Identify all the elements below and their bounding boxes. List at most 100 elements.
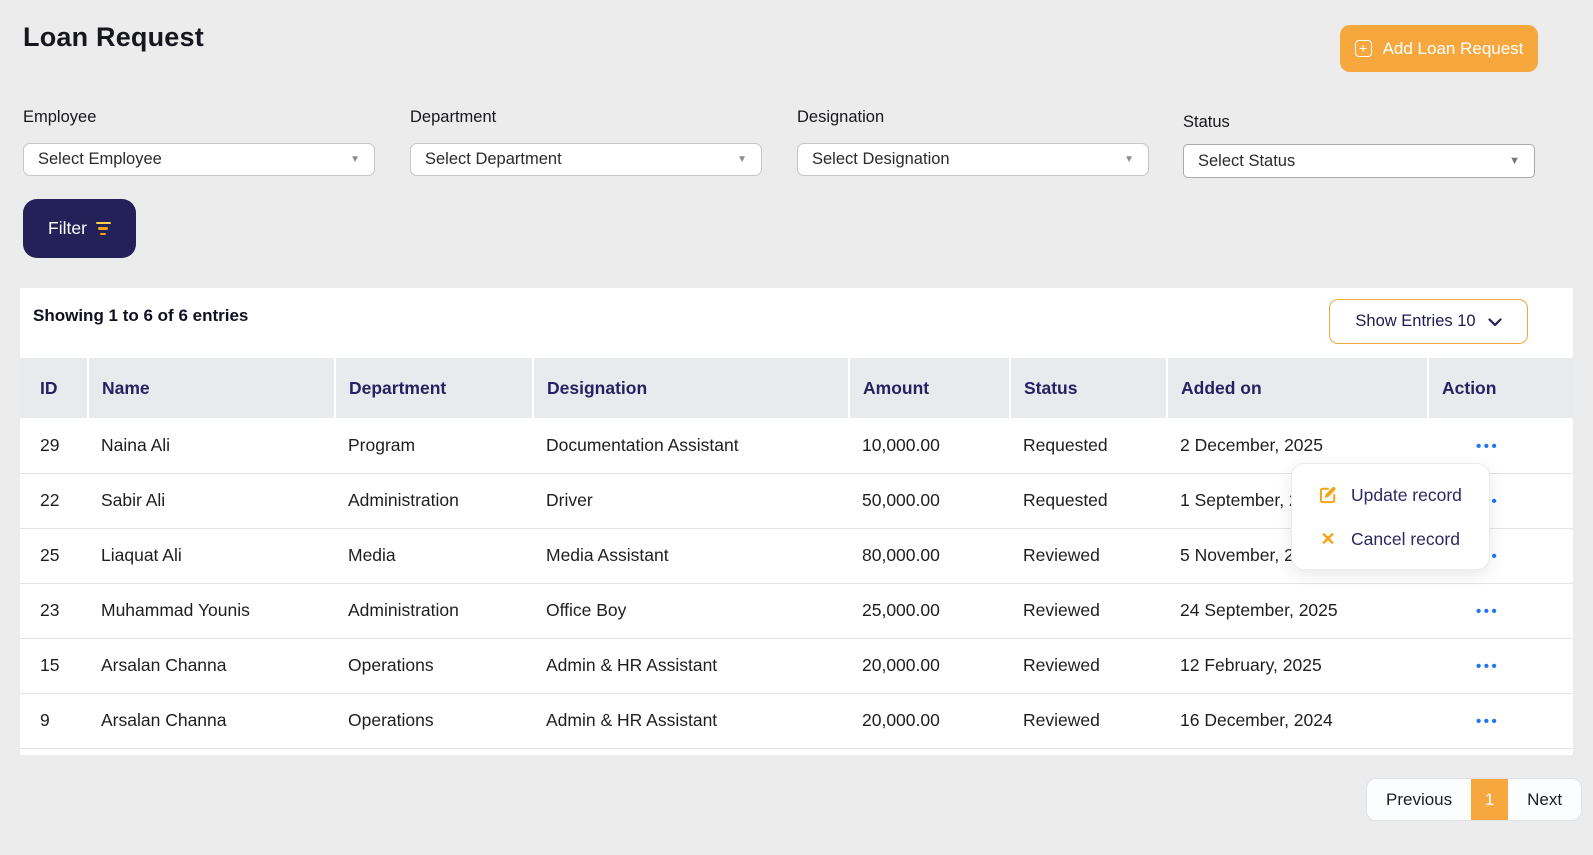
filter-funnel-icon: [95, 221, 111, 236]
pagination-previous-button[interactable]: Previous: [1367, 779, 1471, 820]
pagination: Previous 1 Next: [1366, 778, 1583, 821]
cell-department: Administration: [335, 473, 533, 529]
table-row: 23 Muhammad Younis Administration Office…: [20, 583, 1573, 639]
cell-department: Operations: [335, 638, 533, 694]
menu-item-update-record[interactable]: Update record: [1292, 473, 1489, 517]
cell-amount: 10,000.00: [849, 418, 1010, 474]
employee-label: Employee: [23, 108, 97, 126]
employee-select-value: Select Employee: [38, 150, 162, 168]
cell-department: Media: [335, 528, 533, 584]
cell-amount: 20,000.00: [849, 693, 1010, 749]
cell-added-on: 16 December, 2024: [1167, 693, 1428, 749]
cell-action: •••: [1428, 693, 1573, 749]
cell-status: Reviewed: [1010, 693, 1167, 749]
cell-department: Administration: [335, 583, 533, 639]
filter-button[interactable]: Filter: [23, 199, 136, 258]
add-loan-request-button[interactable]: + Add Loan Request: [1340, 25, 1538, 72]
cell-amount: 50,000.00: [849, 473, 1010, 529]
cell-id: 15: [20, 638, 88, 694]
cell-status: Reviewed: [1010, 638, 1167, 694]
cell-name: Arsalan Channa: [88, 638, 335, 694]
filter-group-department: Department Select Department ▼: [410, 108, 762, 176]
column-header-name: Name: [88, 358, 336, 418]
plus-square-icon: +: [1354, 40, 1372, 57]
cell-department: Program: [335, 418, 533, 474]
menu-item-label: Update record: [1351, 484, 1462, 505]
column-header-action: Action: [1428, 358, 1573, 418]
cell-id: 29: [20, 418, 88, 474]
cell-status: Requested: [1010, 418, 1167, 474]
cell-action: •••: [1428, 638, 1573, 694]
caret-down-icon: ▼: [737, 154, 747, 165]
entries-summary: Showing 1 to 6 of 6 entries: [33, 306, 249, 325]
cell-status: Reviewed: [1010, 583, 1167, 639]
x-icon: ✕: [1320, 529, 1336, 549]
department-select[interactable]: Select Department ▼: [410, 143, 762, 176]
chevron-down-icon: [1487, 318, 1502, 327]
pagination-page-1[interactable]: 1: [1471, 779, 1509, 820]
page-title: Loan Request: [23, 22, 204, 52]
column-header-added-on: Added on: [1167, 358, 1429, 418]
cell-id: 9: [20, 693, 88, 749]
designation-select[interactable]: Select Designation ▼: [797, 143, 1149, 176]
add-loan-request-label: Add Loan Request: [1382, 38, 1524, 58]
cell-amount: 20,000.00: [849, 638, 1010, 694]
row-actions-context-menu: Update record ✕ Cancel record: [1291, 463, 1490, 570]
cell-name: Muhammad Younis: [88, 583, 335, 639]
cell-id: 22: [20, 473, 88, 529]
cell-name: Naina Ali: [88, 418, 335, 474]
table-row: 15 Arsalan Channa Operations Admin & HR …: [20, 638, 1573, 694]
cell-department: Operations: [335, 693, 533, 749]
cell-designation: Documentation Assistant: [533, 418, 849, 474]
column-header-status: Status: [1010, 358, 1168, 418]
filter-group-employee: Employee Select Employee ▼: [23, 108, 375, 176]
column-header-id: ID: [20, 358, 89, 418]
edit-icon: [1318, 485, 1338, 505]
designation-select-value: Select Designation: [812, 150, 950, 168]
cell-id: 23: [20, 583, 88, 639]
cell-status: Reviewed: [1010, 528, 1167, 584]
show-entries-dropdown[interactable]: Show Entries 10: [1329, 299, 1528, 344]
row-actions-button[interactable]: •••: [1476, 437, 1500, 455]
menu-item-cancel-record[interactable]: ✕ Cancel record: [1292, 517, 1489, 561]
row-actions-button[interactable]: •••: [1476, 713, 1500, 730]
filter-group-designation: Designation Select Designation ▼: [797, 108, 1149, 176]
cell-designation: Admin & HR Assistant: [533, 638, 849, 694]
cell-id: 25: [20, 528, 88, 584]
employee-select[interactable]: Select Employee ▼: [23, 143, 375, 176]
row-actions-button[interactable]: •••: [1476, 603, 1500, 620]
cell-designation: Office Boy: [533, 583, 849, 639]
column-header-amount: Amount: [849, 358, 1011, 418]
department-select-value: Select Department: [425, 150, 562, 168]
status-label: Status: [1183, 113, 1230, 131]
cell-added-on: 12 February, 2025: [1167, 638, 1428, 694]
column-header-department: Department: [335, 358, 534, 418]
column-header-designation: Designation: [533, 358, 850, 418]
status-select[interactable]: Select Status ▼: [1183, 144, 1535, 178]
caret-down-icon: ▼: [1509, 155, 1520, 167]
cell-designation: Admin & HR Assistant: [533, 693, 849, 749]
filter-button-label: Filter: [48, 218, 87, 238]
show-entries-label: Show Entries 10: [1355, 312, 1476, 330]
cell-action: •••: [1428, 583, 1573, 639]
cell-status: Requested: [1010, 473, 1167, 529]
table-row: 9 Arsalan Channa Operations Admin & HR A…: [20, 693, 1573, 749]
pagination-next-button[interactable]: Next: [1508, 779, 1581, 820]
designation-label: Designation: [797, 108, 885, 126]
cell-name: Liaquat Ali: [88, 528, 335, 584]
cell-amount: 25,000.00: [849, 583, 1010, 639]
table-row: 25 Liaquat Ali Media Media Assistant 80,…: [20, 528, 1573, 584]
caret-down-icon: ▼: [350, 154, 360, 165]
filter-group-status: Status Select Status ▼: [1183, 113, 1535, 178]
cell-name: Arsalan Channa: [88, 693, 335, 749]
menu-item-label: Cancel record: [1351, 528, 1460, 549]
status-select-value: Select Status: [1198, 151, 1296, 170]
row-actions-button[interactable]: •••: [1476, 658, 1500, 675]
cell-amount: 80,000.00: [849, 528, 1010, 584]
table-header-row: ID Name Department Designation Amount St…: [20, 358, 1573, 418]
caret-down-icon: ▼: [1124, 154, 1134, 165]
department-label: Department: [410, 108, 497, 126]
cell-name: Sabir Ali: [88, 473, 335, 529]
cell-added-on: 24 September, 2025: [1167, 583, 1428, 639]
cell-designation: Driver: [533, 473, 849, 529]
